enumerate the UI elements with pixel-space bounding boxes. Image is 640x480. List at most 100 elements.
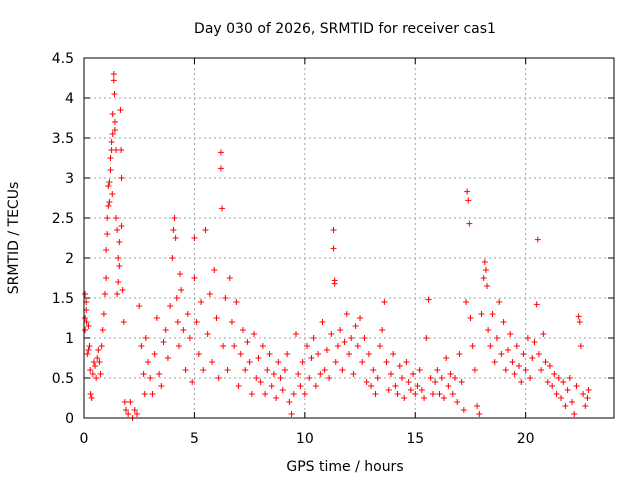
data-point — [118, 175, 125, 181]
data-point — [96, 359, 103, 365]
data-point — [440, 395, 447, 401]
y-tick-label: 0 — [65, 411, 74, 427]
data-point — [264, 367, 271, 373]
data-point — [110, 77, 117, 84]
y-tick-label: 2 — [65, 251, 74, 267]
data-point — [423, 335, 430, 341]
data-point — [106, 179, 113, 185]
data-point — [425, 296, 432, 303]
data-point — [412, 391, 419, 397]
data-point — [120, 319, 127, 325]
data-point — [496, 299, 503, 305]
data-point — [114, 291, 121, 297]
data-point — [228, 319, 235, 325]
data-point — [211, 267, 218, 273]
data-point — [82, 327, 89, 333]
data-point — [560, 379, 567, 385]
data-point — [85, 323, 92, 329]
data-point — [174, 319, 181, 325]
data-point — [438, 375, 445, 381]
data-point — [551, 371, 558, 377]
data-point — [87, 391, 94, 397]
data-point — [374, 375, 381, 381]
data-point — [564, 387, 571, 393]
data-point — [127, 399, 134, 405]
data-point — [518, 379, 525, 385]
data-point — [341, 339, 348, 345]
data-point — [339, 367, 346, 373]
data-point — [401, 395, 408, 401]
data-point — [255, 355, 262, 361]
data-point — [149, 391, 156, 397]
data-point — [476, 411, 483, 417]
data-point — [516, 363, 523, 369]
data-point — [270, 371, 277, 377]
data-point — [86, 343, 93, 349]
data-point — [193, 319, 200, 325]
data-point — [414, 383, 421, 389]
data-point — [262, 391, 269, 397]
data-point — [284, 351, 291, 357]
chart-title: Day 030 of 2026, SRMTID for receiver cas… — [194, 21, 496, 37]
data-point — [279, 387, 286, 393]
data-point — [107, 155, 114, 161]
data-point — [170, 227, 177, 233]
data-point — [361, 335, 368, 341]
data-point — [116, 263, 123, 269]
data-point — [454, 399, 461, 405]
data-point — [281, 367, 288, 373]
data-point — [87, 367, 94, 373]
data-point — [498, 351, 505, 357]
data-point — [191, 235, 198, 241]
data-point — [418, 387, 425, 393]
data-points — [82, 71, 592, 421]
data-point — [368, 383, 375, 389]
data-point — [182, 367, 189, 373]
data-point — [485, 327, 492, 333]
data-point — [297, 383, 304, 389]
data-point — [99, 327, 106, 333]
data-point — [253, 375, 260, 381]
data-point — [109, 131, 116, 137]
data-point — [220, 343, 227, 349]
data-point — [121, 399, 128, 405]
data-point — [118, 223, 125, 229]
data-point — [549, 383, 556, 389]
y-tick-label: 1 — [65, 331, 74, 347]
data-point — [432, 379, 439, 385]
data-point — [217, 165, 224, 172]
data-point — [202, 227, 209, 233]
data-point — [103, 247, 110, 253]
data-point — [520, 351, 527, 357]
data-point — [288, 411, 295, 417]
data-point — [493, 335, 500, 341]
data-point — [85, 347, 92, 353]
data-point — [240, 327, 246, 333]
data-point — [219, 205, 226, 212]
data-point — [359, 359, 366, 365]
data-point — [577, 343, 584, 349]
data-point — [511, 371, 518, 377]
y-tick-label: 2.5 — [52, 211, 74, 227]
data-point — [189, 379, 196, 385]
data-point — [575, 313, 582, 320]
data-point — [449, 391, 456, 397]
data-point — [246, 359, 253, 365]
data-point — [467, 315, 474, 321]
data-point — [226, 275, 233, 281]
x-tick-label: 15 — [406, 431, 424, 447]
data-point — [522, 367, 529, 373]
data-point — [491, 359, 498, 365]
data-point — [326, 375, 333, 381]
data-point — [310, 335, 317, 341]
data-point — [330, 245, 337, 252]
data-point — [487, 343, 494, 349]
data-point — [584, 395, 591, 401]
data-point — [365, 351, 372, 357]
data-point — [125, 411, 132, 417]
x-tick-label: 10 — [296, 431, 314, 447]
x-axis-label: GPS time / hours — [286, 459, 403, 475]
data-point — [474, 403, 481, 409]
data-point — [317, 371, 324, 377]
